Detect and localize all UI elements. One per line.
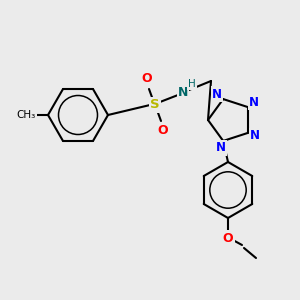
Text: CH₃: CH₃ [16,110,36,120]
Text: N: N [249,96,259,109]
Text: O: O [158,124,168,137]
Text: N: N [178,86,188,100]
Text: H: H [188,79,196,89]
Text: N: N [212,88,222,100]
Text: O: O [142,73,152,85]
Text: N: N [250,129,260,142]
Text: S: S [150,98,160,112]
Text: O: O [223,232,233,244]
Text: N: N [216,141,226,154]
